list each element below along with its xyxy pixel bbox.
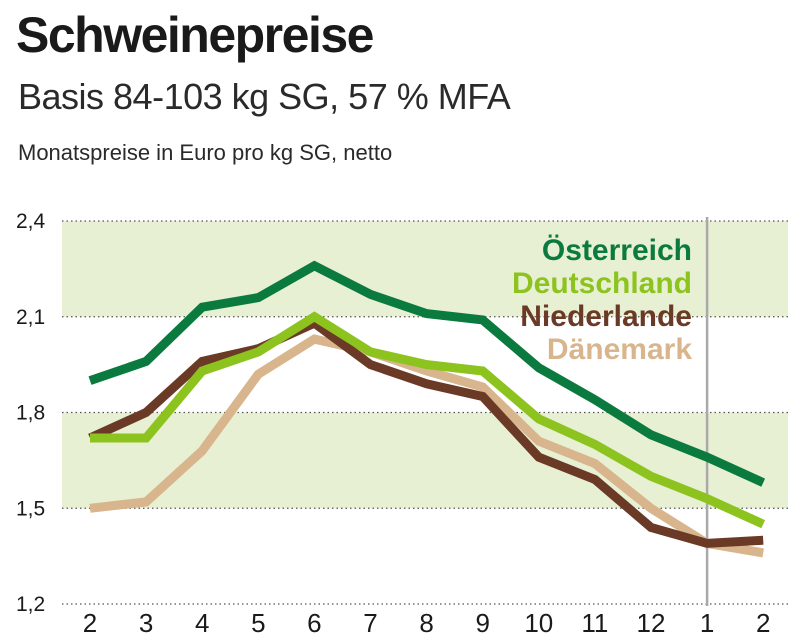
chart-title: Schweinepreise (16, 7, 374, 63)
y-tick-label: 1,5 (16, 497, 45, 520)
series-line-Deutschland (90, 311, 766, 529)
x-tick-label: 4 (195, 608, 209, 638)
band-0 (62, 412, 788, 509)
x-axis-ticks: 2 3 4 5 6 7 8 9 10 11 12 1 2 (83, 608, 771, 638)
x-tick-label: 12 (637, 608, 666, 638)
series-lines (88, 260, 766, 558)
band-1 (62, 221, 788, 317)
y-tick-label: 1,2 (16, 593, 45, 616)
x-tick-label: 1 (700, 608, 714, 638)
x-tick-label: 6 (307, 608, 321, 638)
x-tick-label: 7 (363, 608, 377, 638)
series-line-Österreich (88, 260, 766, 487)
x-tick-label: 2 (756, 608, 770, 638)
unit-label: Monatspreise in Euro pro kg SG, netto (18, 140, 393, 165)
y-tick-label: 2,4 (16, 210, 46, 233)
legend-label: Deutschland (512, 267, 692, 300)
y-axis-ticks: 1,2 1,5 1,8 2,1 2,4 (16, 210, 46, 616)
x-tick-label: 9 (475, 608, 489, 638)
x-tick-label: 3 (139, 608, 153, 638)
series-line-Niederlande (88, 317, 764, 548)
legend-label: Dänemark (547, 333, 692, 366)
series-line-Dänemark (89, 334, 764, 558)
y-tick-label: 1,8 (16, 402, 45, 425)
chart-subtitle: Basis 84-103 kg SG, 57 % MFA (18, 76, 511, 117)
x-tick-label: 10 (524, 608, 553, 638)
legend-label: Niederlande (520, 300, 692, 333)
x-tick-label: 11 (581, 608, 608, 638)
x-tick-label: 5 (251, 608, 265, 638)
legend-label: Österreich (542, 234, 692, 267)
y-tick-label: 2,1 (16, 306, 45, 329)
x-tick-label: 2 (83, 608, 97, 638)
background-bands (62, 221, 788, 509)
x-tick-label: 8 (419, 608, 433, 638)
